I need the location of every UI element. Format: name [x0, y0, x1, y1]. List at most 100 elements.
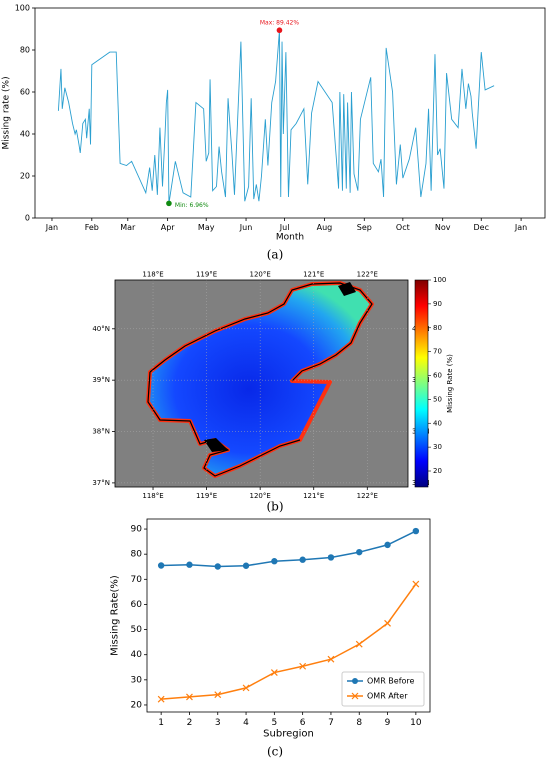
x-tick-label: Nov: [435, 223, 451, 232]
marker-x: [186, 693, 193, 701]
x-tick-label-top: 120°E: [250, 270, 271, 278]
panel-label: (b): [266, 500, 283, 514]
y-tick-label: 60: [20, 88, 30, 97]
y-tick-label: 80: [131, 550, 143, 560]
legend-marker: [351, 692, 359, 700]
x-tick-label-top: 118°E: [142, 270, 163, 278]
marker-dot: [271, 558, 278, 565]
x-tick-label: Sep: [357, 223, 372, 232]
y-tick-label: 37°N: [92, 479, 110, 487]
y-tick-label: 70: [131, 575, 143, 585]
marker-x: [270, 669, 278, 676]
x-tick-label-top: 122°E: [357, 270, 378, 278]
x-tick-label: Feb: [85, 223, 99, 232]
x-tick-label: 121°E: [303, 492, 324, 500]
y-tick-label: 38°N: [92, 428, 110, 436]
panel-label: (c): [267, 745, 283, 759]
x-tick-label: 7: [328, 718, 334, 728]
data-line: [161, 583, 417, 700]
y-tick-label: 80: [20, 46, 30, 55]
colorbar-tick-label: 60: [433, 372, 442, 380]
x-tick-label: Dec: [474, 223, 489, 232]
annotation-text: Min: 6.96%: [175, 202, 209, 209]
y-tick-label: 50: [131, 625, 143, 635]
x-tick-label: 8: [356, 718, 362, 728]
colorbar-tick-label: 40: [433, 419, 442, 427]
x-tick-label: 120°E: [250, 492, 271, 500]
y-tick-label: 40: [20, 130, 30, 139]
coastline: [147, 282, 373, 477]
marker-dot: [356, 548, 363, 556]
x-axis-label: Subregion: [263, 729, 314, 740]
data-line: [161, 530, 417, 568]
axes-frame: [34, 7, 546, 219]
x-tick-label-top: 121°E: [303, 270, 324, 278]
marker-dot: [186, 561, 193, 568]
x-tick-label: Jul: [279, 223, 290, 232]
colorbar-label: Missing Rate (%): [446, 354, 454, 413]
annotation-marker: [166, 200, 172, 207]
legend-marker: [352, 678, 358, 684]
colorbar-tick-label: 90: [433, 300, 442, 308]
colorbar-tick-label: 20: [433, 467, 442, 475]
y-tick-label: 90: [131, 525, 143, 535]
x-tick-label: May: [198, 223, 215, 232]
marker-dot: [412, 527, 420, 535]
marker-dot: [384, 541, 391, 549]
legend-label: OMR Before: [367, 677, 415, 686]
x-tick-label: 6: [300, 718, 306, 728]
marker-dot: [242, 562, 250, 569]
x-tick-label: 3: [215, 718, 221, 728]
marker-x: [384, 619, 391, 627]
marker-x: [412, 580, 420, 588]
y-axis-label: Missing rate (%): [2, 76, 12, 149]
marker-x: [214, 691, 222, 699]
x-tick-label: 10: [410, 718, 422, 728]
x-axis-label: Month: [276, 233, 304, 243]
axes-frame: [146, 518, 431, 713]
x-tick-label-top: 119°E: [196, 270, 217, 278]
marker-dot: [214, 563, 221, 570]
data-line: [57, 30, 495, 204]
y-tick-label: 0: [25, 214, 30, 223]
marker-x: [355, 640, 363, 648]
y-tick-label: 100: [15, 4, 30, 13]
marker-x: [299, 662, 307, 670]
marker-x: [157, 695, 165, 703]
x-tick-label: Mar: [120, 223, 136, 232]
marker-x: [327, 655, 335, 663]
x-tick-label: Jun: [239, 223, 253, 232]
y-tick-label: 39°N: [92, 376, 110, 384]
x-tick-label: Oct: [396, 223, 410, 232]
x-tick-label: 5: [271, 718, 277, 728]
x-tick-label: 119°E: [196, 492, 217, 500]
marker-dot: [157, 562, 165, 569]
x-tick-label: 1: [158, 718, 164, 728]
legend-label: OMR After: [367, 692, 408, 701]
colorbar-tick-label: 80: [433, 324, 442, 332]
y-tick-label: 40°N: [92, 325, 110, 333]
y-tick-label: 20: [20, 172, 30, 181]
x-tick-label: 2: [187, 718, 193, 728]
marker-dot: [327, 554, 335, 561]
colorbar-tick-label: 30: [433, 443, 442, 451]
x-tick-label: Aug: [317, 223, 333, 232]
x-tick-label: 4: [243, 718, 249, 728]
axes-frame: [114, 279, 409, 488]
y-axis-label: Missing Rate(%): [110, 575, 121, 656]
annotation-marker: [276, 27, 283, 34]
marker-x: [242, 684, 250, 692]
colorbar-tick-label: 100: [433, 276, 446, 284]
colorbar-tick-label: 70: [433, 348, 442, 356]
x-tick-label: Jan: [514, 223, 527, 232]
y-tick-label: 30: [131, 675, 143, 685]
y-tick-label: 20: [131, 700, 143, 710]
colorbar-tick-label: 50: [433, 395, 442, 403]
x-tick-label: 118°E: [142, 492, 163, 500]
annotation-text: Max: 89.42%: [260, 20, 300, 27]
y-tick-label: 60: [131, 600, 143, 610]
marker-dot: [299, 556, 306, 563]
y-tick-label: 40: [131, 650, 143, 660]
